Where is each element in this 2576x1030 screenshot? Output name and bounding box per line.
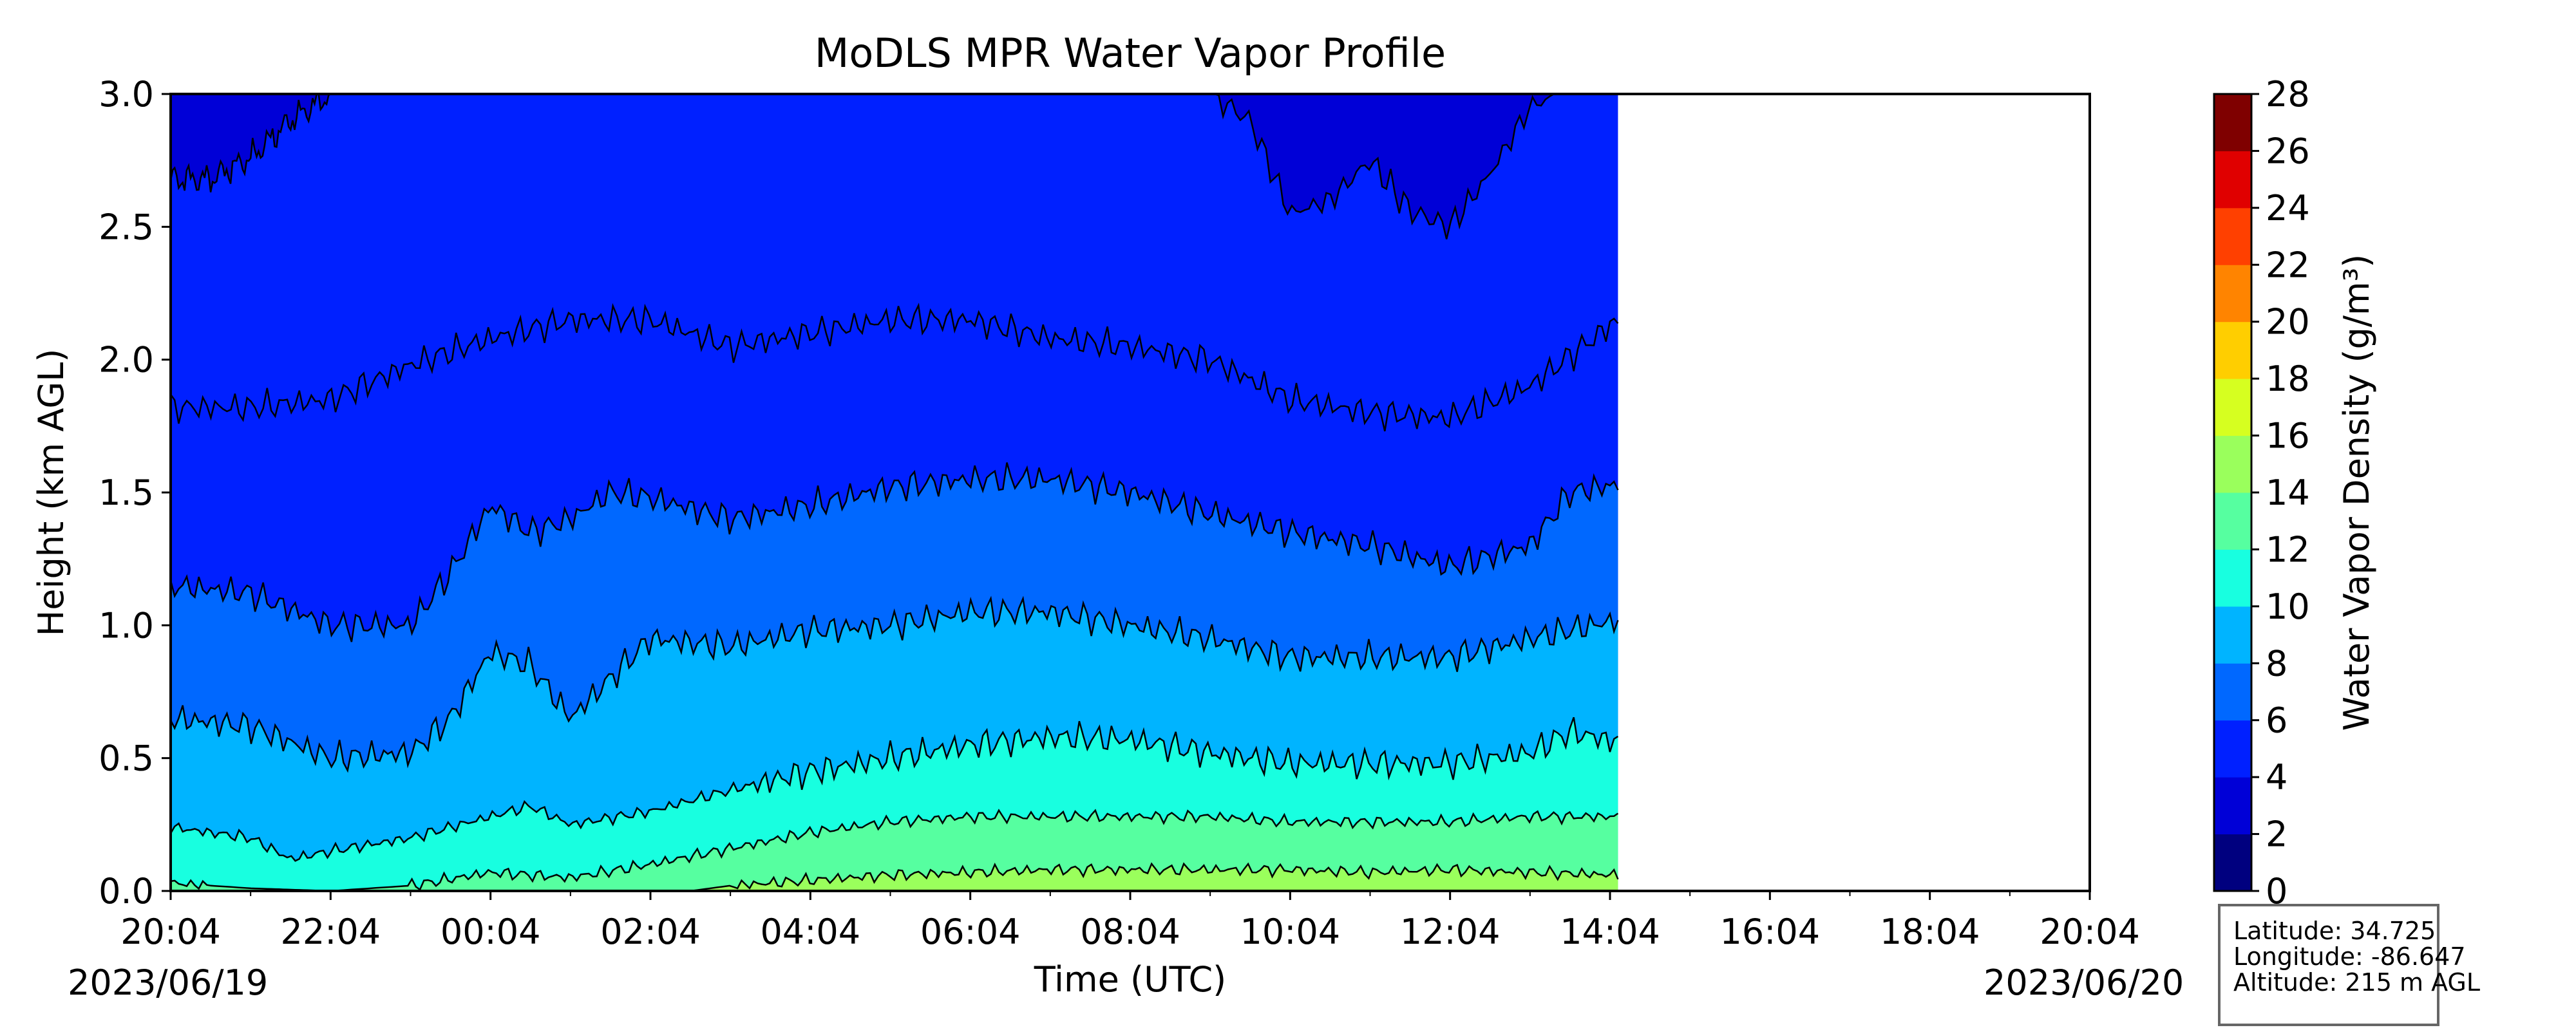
contour-line-4 bbox=[169, 303, 1619, 432]
start-date-label: 2023/06/19 bbox=[68, 962, 268, 1003]
longitude-text: Longitude: -86.647 bbox=[2233, 942, 2466, 971]
colorbar-tick-label: 2 bbox=[2266, 814, 2287, 855]
y-tick-label: 0.0 bbox=[99, 871, 154, 912]
contour-line-10 bbox=[169, 716, 1619, 862]
x-tick-label: 20:04 bbox=[2040, 912, 2140, 952]
contour-fills bbox=[171, 94, 1618, 891]
x-tick-label: 08:04 bbox=[1080, 912, 1180, 952]
colorbar-tick-label: 22 bbox=[2266, 245, 2310, 285]
x-tick-label: 18:04 bbox=[1880, 912, 1980, 952]
contour-line-6 bbox=[169, 462, 1619, 642]
x-tick-label: 10:04 bbox=[1240, 912, 1341, 952]
colorbar-swatch bbox=[2214, 321, 2251, 379]
colorbar-tick-label: 6 bbox=[2266, 700, 2287, 741]
colorbar-tick-label: 24 bbox=[2266, 188, 2310, 229]
colorbar-tick-label: 26 bbox=[2266, 131, 2310, 171]
end-date-label: 2023/06/20 bbox=[1984, 962, 2184, 1003]
colorbar-swatch bbox=[2214, 379, 2251, 436]
colorbar-tick-label: 14 bbox=[2266, 473, 2310, 513]
colorbar-swatch bbox=[2214, 435, 2251, 493]
band-fill-12 bbox=[171, 810, 1618, 891]
contour-line-14 bbox=[693, 862, 1619, 892]
colorbar-swatch bbox=[2214, 777, 2251, 835]
colorbar-swatch bbox=[2214, 720, 2251, 778]
colorbar-tick-label: 10 bbox=[2266, 586, 2310, 627]
colorbar-tick-label: 12 bbox=[2266, 529, 2310, 570]
colorbar-swatch bbox=[2214, 492, 2251, 550]
colorbar-swatch bbox=[2214, 265, 2251, 323]
x-axis: 20:04 22:04 00:04 02:04 04:04 06:04 08:04 10:04… bbox=[120, 891, 2140, 952]
x-tick-label: 14:04 bbox=[1560, 912, 1660, 952]
y-tick-label: 1.0 bbox=[99, 605, 154, 646]
x-tick-label: 20:04 bbox=[120, 912, 221, 952]
y-tick-label: 2.0 bbox=[99, 340, 154, 380]
colorbar-tick-label: 16 bbox=[2266, 416, 2310, 456]
contour-line-12 bbox=[170, 809, 1619, 892]
colorbar-swatch bbox=[2214, 549, 2251, 607]
colorbar-swatch bbox=[2214, 207, 2251, 265]
contour-lines bbox=[169, 93, 1619, 892]
band-fill-14 bbox=[693, 863, 1618, 891]
colorbar-swatch bbox=[2214, 663, 2251, 721]
colorbar-tick-label: 8 bbox=[2266, 643, 2287, 684]
colorbar-swatch bbox=[2214, 94, 2251, 151]
x-tick-label: 22:04 bbox=[281, 912, 381, 952]
colorbar-label: Water Vapor Density (g/m³) bbox=[2336, 254, 2377, 731]
x-tick-label: 02:04 bbox=[600, 912, 701, 952]
x-tick-label: 06:04 bbox=[920, 912, 1021, 952]
band-fill-2-4 bbox=[171, 94, 331, 192]
colorbar-swatch bbox=[2214, 151, 2251, 209]
contour-line-2 bbox=[169, 93, 332, 192]
x-axis-label: Time (UTC) bbox=[1034, 959, 1227, 1000]
y-tick-label: 0.5 bbox=[99, 738, 154, 779]
colorbar-tick-label: 28 bbox=[2266, 74, 2310, 115]
x-tick-label: 12:04 bbox=[1400, 912, 1501, 952]
band-fill-2-4 bbox=[1210, 94, 1555, 239]
colorbar-swatch bbox=[2214, 606, 2251, 664]
x-tick-label: 00:04 bbox=[440, 912, 541, 952]
contour-line-2 bbox=[1210, 93, 1555, 239]
altitude-text: Altitude: 215 m AGL bbox=[2233, 968, 2481, 997]
y-axis-label: Height (km AGL) bbox=[31, 349, 71, 637]
y-tick-label: 3.0 bbox=[99, 74, 154, 115]
colorbar-tick-label: 4 bbox=[2266, 757, 2287, 798]
colorbar-tick-label: 18 bbox=[2266, 359, 2310, 399]
latitude-text: Latitude: 34.725 bbox=[2233, 917, 2436, 945]
station-info-box: Latitude: 34.725 Longitude: -86.647 Alti… bbox=[2218, 904, 2481, 1026]
y-axis: 0.0 0.5 1.0 1.5 2.0 2.5 3.0 bbox=[99, 74, 171, 912]
chart-title: MoDLS MPR Water Vapor Profile bbox=[815, 30, 1446, 77]
y-tick-label: 1.5 bbox=[99, 473, 154, 513]
contour-line-8 bbox=[169, 595, 1619, 773]
x-tick-label: 16:04 bbox=[1720, 912, 1821, 952]
colorbar-tick-label: 20 bbox=[2266, 302, 2310, 342]
y-tick-label: 2.5 bbox=[99, 207, 154, 247]
x-tick-label: 04:04 bbox=[761, 912, 861, 952]
colorbar-swatch bbox=[2214, 834, 2251, 892]
